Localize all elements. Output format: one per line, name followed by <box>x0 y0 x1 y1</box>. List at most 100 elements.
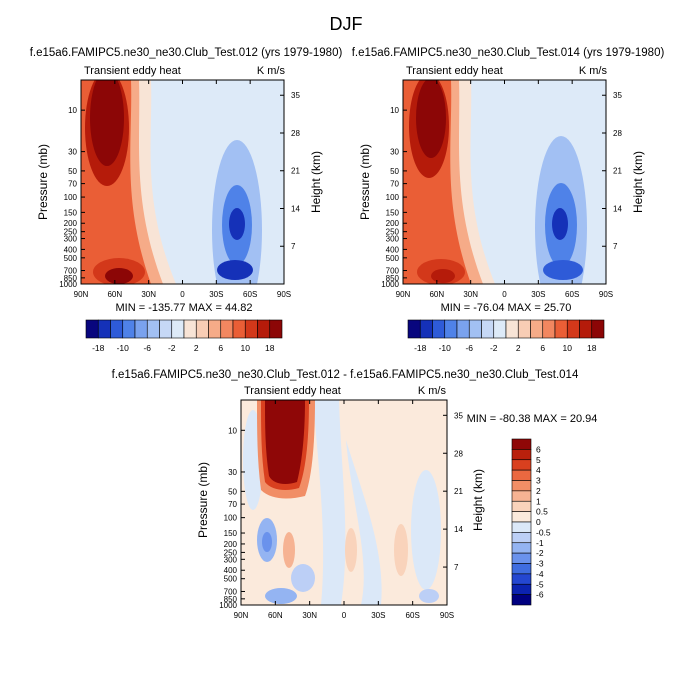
y-tick-label: 100 <box>386 193 400 202</box>
y-right-tick-label: 14 <box>613 204 622 213</box>
y-tick-label: 1000 <box>59 280 77 289</box>
colorbar-label: -18 <box>414 343 427 353</box>
y-tick-label: 700 <box>386 267 400 276</box>
y-right-tick-label: 14 <box>454 525 463 534</box>
colorbar-swatch <box>511 542 532 554</box>
x-tick-label: 90S <box>599 290 613 299</box>
y-tick-label: 70 <box>390 180 399 189</box>
y-tick-label: 70 <box>228 500 237 509</box>
panel-c: f.e15a6.FAMIPC5.ne30_ne30.Club_Test.012 … <box>112 369 598 620</box>
colorbar-label: 3 <box>536 476 541 486</box>
panel-a-low-core <box>105 268 133 284</box>
panel-b-ylabel: Pressure (mb) <box>358 144 372 220</box>
colorbar-label: 10 <box>241 343 251 353</box>
y-tick-label: 200 <box>386 219 400 228</box>
y-tick-label: 700 <box>64 267 78 276</box>
panel-c-blue-strip <box>346 440 382 605</box>
panel-b-subtitle: Transient eddy heat <box>406 65 503 77</box>
panel-c-subtitle: Transient eddy heat <box>244 385 341 397</box>
y-tick-label: 150 <box>386 208 400 217</box>
y-tick-label: 100 <box>224 514 238 523</box>
x-tick-label: 0 <box>502 290 507 299</box>
colorbar-swatch <box>159 319 173 339</box>
panel-a-ylabel: Pressure (mb) <box>36 144 50 220</box>
panel-b-ylabel-right: Height (km) <box>631 151 645 213</box>
panel-c-pos-a <box>345 528 357 572</box>
colorbar-label: -2 <box>490 343 498 353</box>
colorbar-swatch <box>481 319 495 339</box>
x-tick-label: 0 <box>180 290 185 299</box>
colorbar-label: 2 <box>194 343 199 353</box>
colorbar-swatch <box>122 319 136 339</box>
colorbar-swatch <box>97 319 111 339</box>
colorbar-label: 18 <box>265 343 275 353</box>
panel-b-plot <box>403 80 606 284</box>
panel-a-ylabel-right: Height (km) <box>309 151 323 213</box>
panel-c-ylabel-right: Height (km) <box>471 469 485 531</box>
y-tick-label: 100 <box>64 193 78 202</box>
colorbar-label: 4 <box>536 465 541 475</box>
colorbar-swatch <box>542 319 556 339</box>
colorbar-swatch <box>591 319 605 339</box>
y-tick-label: 50 <box>68 167 77 176</box>
colorbar-swatch <box>511 511 532 523</box>
panel-c-title: f.e15a6.FAMIPC5.ne30_ne30.Club_Test.012 … <box>112 369 579 381</box>
panel-c-neg-d <box>419 589 439 603</box>
panel-b-neg-core <box>552 208 568 240</box>
colorbar-label: 6 <box>536 444 541 454</box>
y-tick-label: 850 <box>64 274 78 283</box>
y-right-tick-label: 35 <box>291 91 300 100</box>
y-right-tick-label: 7 <box>613 242 618 251</box>
colorbar-swatch <box>505 319 519 339</box>
colorbar-label: -2 <box>168 343 176 353</box>
colorbar-label: 6 <box>540 343 545 353</box>
y-tick-label: 400 <box>224 566 238 575</box>
colorbar-label: 5 <box>536 455 541 465</box>
main-title: DJF <box>330 14 363 34</box>
colorbar-swatch <box>110 319 124 339</box>
x-tick-label: 30S <box>371 611 385 620</box>
x-tick-label: 60N <box>268 611 283 620</box>
colorbar-swatch <box>517 319 531 339</box>
x-tick-label: 90N <box>234 611 249 620</box>
colorbar-label: -10 <box>439 343 452 353</box>
panel-c-neg-b <box>291 564 315 592</box>
colorbar-swatch <box>183 319 197 339</box>
colorbar-swatch <box>146 319 160 339</box>
y-tick-label: 850 <box>224 595 238 604</box>
colorbar-swatch <box>511 438 532 450</box>
y-tick-label: 250 <box>224 548 238 557</box>
y-tick-label: 300 <box>64 235 78 244</box>
panel-c-units: K m/s <box>418 385 447 397</box>
colorbar-swatch <box>511 532 532 544</box>
x-tick-label: 90S <box>277 290 291 299</box>
panel-a-stats: MIN = -135.77 MAX = 44.82 <box>116 302 253 314</box>
colorbar-a: -18 -10 -6 -2 2 6 10 18 <box>85 319 283 353</box>
colorbar-label: 2 <box>536 486 541 496</box>
panel-a-axes: 90N 60N 30N 0 30S 60S 90S103050701001502002503… <box>59 80 300 299</box>
colorbar-label: -2 <box>536 548 544 558</box>
y-right-tick-label: 21 <box>454 487 463 496</box>
y-tick-label: 150 <box>224 529 238 538</box>
panel-b-neg-low <box>543 260 583 280</box>
colorbar-label: -6 <box>143 343 151 353</box>
colorbar-swatch <box>171 319 185 339</box>
colorbar-swatch <box>134 319 148 339</box>
colorbar-swatch <box>511 594 532 606</box>
panel-b: f.e15a6.FAMIPC5.ne30_ne30.Club_Test.014 … <box>352 47 665 314</box>
panel-c-blue-tongue <box>313 400 346 605</box>
colorbar-swatch <box>579 319 593 339</box>
colorbar-swatch <box>554 319 568 339</box>
y-tick-label: 500 <box>386 254 400 263</box>
panel-b-strat-core <box>416 80 446 158</box>
colorbar-swatch <box>530 319 544 339</box>
x-tick-label: 60N <box>107 290 122 299</box>
panel-c-plot <box>241 400 447 605</box>
y-tick-label: 200 <box>64 219 78 228</box>
colorbar-label: 1 <box>536 496 541 506</box>
panel-c-blue-right <box>411 470 441 590</box>
colorbar-swatch <box>511 449 532 461</box>
colorbar-label: 18 <box>587 343 597 353</box>
x-tick-label: 90N <box>396 290 411 299</box>
